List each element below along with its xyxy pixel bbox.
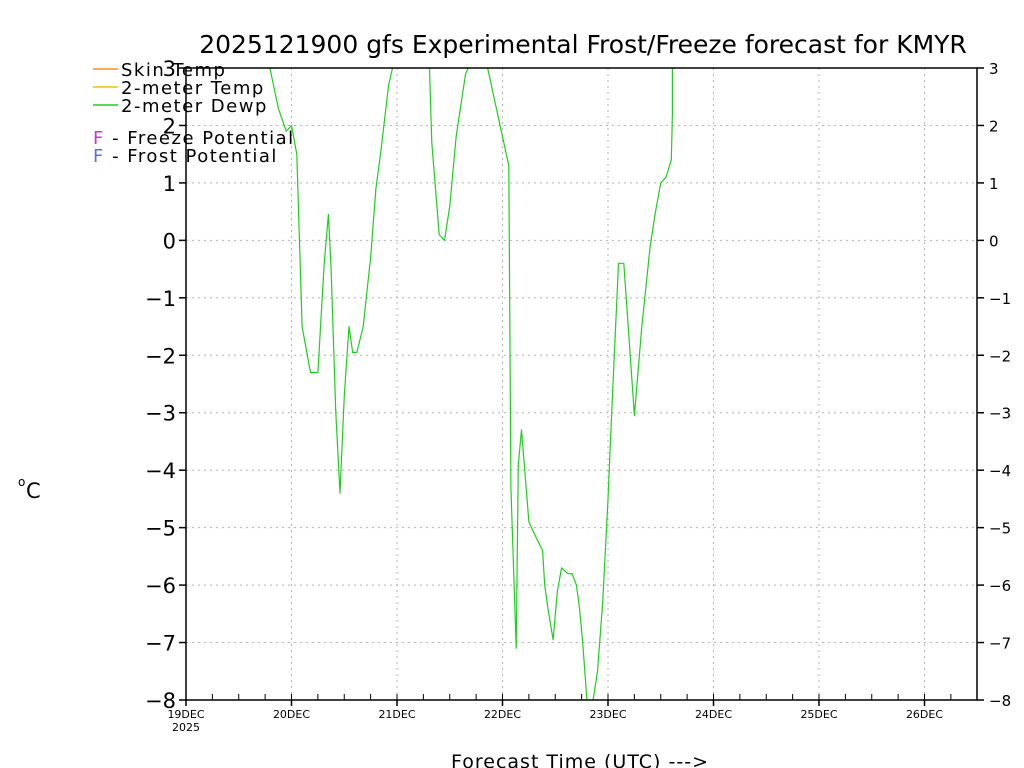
y-tick-label-right: 0 bbox=[989, 232, 999, 250]
y-tick-label-right: −7 bbox=[989, 635, 1011, 653]
y-tick-label-right: −3 bbox=[989, 405, 1011, 423]
y-tick-label-left: −3 bbox=[145, 402, 176, 426]
legend-label: Skin Temp bbox=[121, 60, 226, 81]
x-tick-label: 23DEC bbox=[589, 708, 626, 721]
y-tick-label-left: −5 bbox=[145, 517, 176, 541]
y-tick-label-left: −2 bbox=[145, 344, 176, 368]
y-tick-label-right: −5 bbox=[989, 520, 1011, 538]
x-tick-label: 24DEC bbox=[695, 708, 732, 721]
y-axis-degree: o bbox=[18, 475, 25, 489]
y-tick-label-right: 3 bbox=[989, 60, 999, 78]
y-tick-label-left: −1 bbox=[145, 287, 176, 311]
series-layer bbox=[269, 68, 674, 700]
x-tick-label: 20DEC bbox=[273, 708, 310, 721]
y-tick-label-left: 2 bbox=[163, 114, 176, 138]
x-axis-label: Forecast Time (UTC) ---> bbox=[451, 751, 709, 768]
legend-label: 2-meter Dewp bbox=[121, 96, 268, 117]
y-tick-label-left: −4 bbox=[145, 459, 176, 483]
legend-label: 2-meter Temp bbox=[121, 78, 265, 99]
x-tick-label: 25DEC bbox=[800, 708, 837, 721]
axis-ticks: 3 3 2 2 1 1 0 0 −1 −1 −2 −2 −3 −3 −4 −4 −5 −5 −6 −6 −7 −7 −8 −8… bbox=[145, 57, 1011, 734]
potential-letter: F bbox=[93, 146, 105, 167]
x-tick-label: 22DEC bbox=[484, 708, 521, 721]
y-tick-label-left: −6 bbox=[145, 574, 176, 598]
plot-frame bbox=[185, 67, 978, 701]
y-tick-label-right: 2 bbox=[989, 117, 999, 135]
y-tick-label-left: 1 bbox=[163, 172, 176, 196]
y-tick-label-right: −1 bbox=[989, 290, 1011, 308]
y-tick-label-right: −6 bbox=[989, 577, 1011, 595]
y-tick-label-right: 1 bbox=[989, 175, 999, 193]
y-tick-label-right: −4 bbox=[989, 462, 1011, 480]
x-tick-label: 21DEC bbox=[378, 708, 415, 721]
y-tick-label-right: −2 bbox=[989, 347, 1011, 365]
y-tick-label-left: −8 bbox=[145, 689, 176, 713]
potential-letter: F bbox=[93, 128, 105, 149]
y-tick-label-left: 3 bbox=[163, 57, 176, 81]
x-tick-label: 26DEC bbox=[906, 708, 943, 721]
potential-legend: F - Freeze Potential bbox=[93, 128, 295, 149]
y-tick-label-left: 0 bbox=[163, 229, 176, 253]
grid bbox=[186, 68, 977, 700]
chart-title: 2025121900 gfs Experimental Frost/Freeze… bbox=[199, 30, 967, 59]
potential-legend: F - Frost Potential bbox=[93, 146, 278, 167]
potential-label: - Frost Potential bbox=[105, 146, 278, 167]
y-tick-label-right: −8 bbox=[989, 692, 1011, 710]
y-tick-label-left: −7 bbox=[145, 632, 176, 656]
y-axis-label: C bbox=[26, 479, 41, 503]
x-tick-sublabel: 2025 bbox=[172, 721, 200, 734]
x-tick-label: 19DEC bbox=[167, 708, 204, 721]
potential-label: - Freeze Potential bbox=[105, 128, 295, 149]
series-line-2m-dewp bbox=[269, 68, 674, 700]
